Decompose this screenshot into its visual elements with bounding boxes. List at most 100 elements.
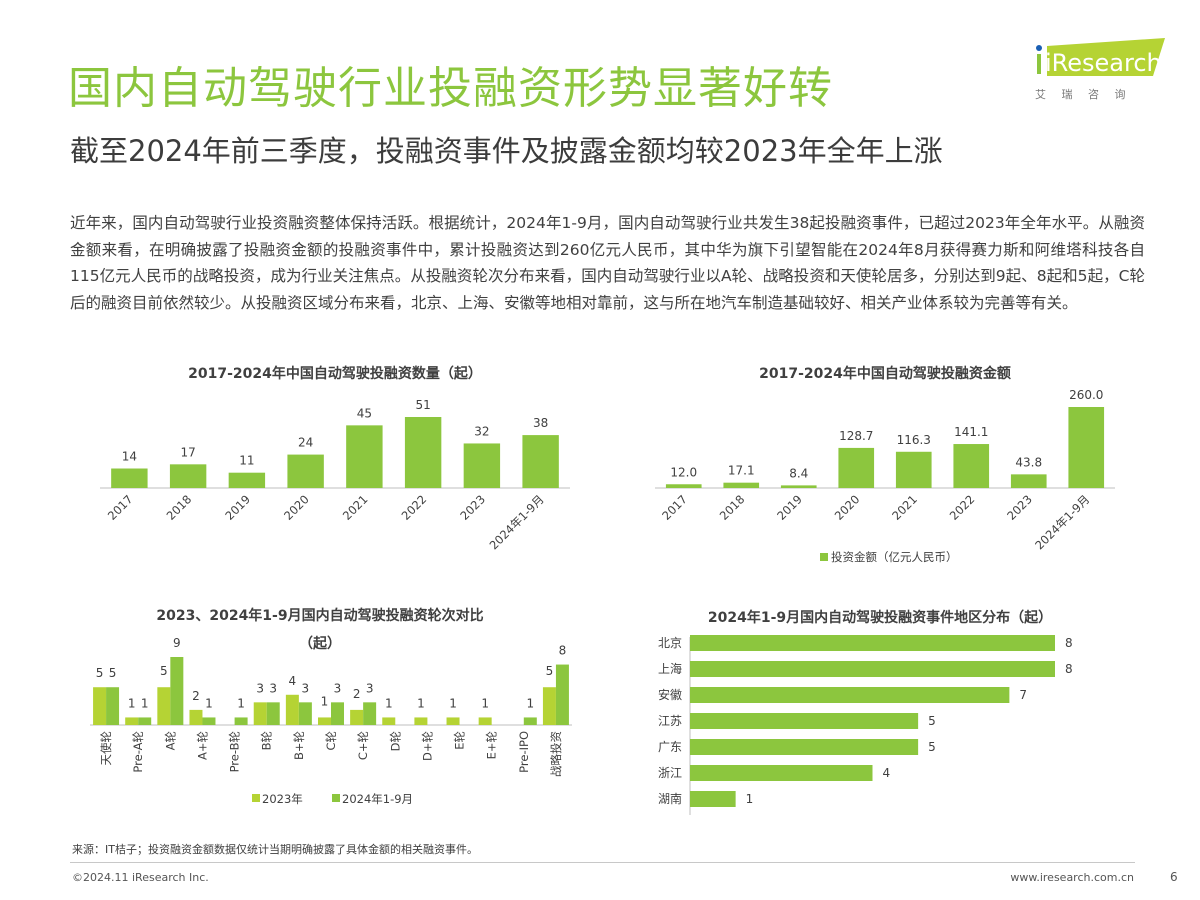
- legend-label: 2024年1-9月: [342, 792, 413, 806]
- bar-2024: [138, 717, 152, 725]
- summary-paragraph: 近年来，国内自动驾驶行业投资融资整体保持活跃。根据统计，2024年1-9月，国内…: [70, 214, 1145, 312]
- bar-2023: [253, 702, 267, 725]
- footer-divider: [70, 862, 1135, 863]
- bar-2024: [106, 687, 120, 725]
- data-label: 1: [417, 696, 425, 710]
- data-label: 1: [237, 696, 245, 710]
- tick-label: Pre-A轮: [131, 731, 145, 773]
- bar: [228, 472, 266, 488]
- bar-2023: [285, 694, 299, 725]
- bar: [838, 447, 875, 488]
- bar: [111, 468, 148, 488]
- bar-2023: [414, 717, 428, 725]
- bar: [690, 661, 1055, 677]
- page-title: 国内自动驾驶行业投融资形势显著好转: [68, 63, 833, 114]
- chart-investment-amount: 2017-2024年中国自动驾驶投融资金额 12.0 2017 17.1 2018 8.4…: [655, 365, 1115, 564]
- tick-label: 2017: [659, 492, 690, 523]
- chart-title: 2017-2024年中国自动驾驶投融资数量（起）: [188, 365, 482, 382]
- bar: [895, 451, 932, 488]
- data-label: 43.8: [1015, 455, 1042, 469]
- bar: [665, 484, 702, 488]
- bar-2023: [157, 687, 171, 725]
- data-label: 1: [321, 694, 329, 708]
- chart-title: 2024年1-9月国内自动驾驶投融资事件地区分布（起）: [708, 609, 1052, 626]
- logo-text: iResearch: [1045, 49, 1162, 77]
- data-label: 5: [928, 714, 936, 728]
- tick-label: 2024年1-9月: [1032, 492, 1092, 552]
- data-label: 2: [192, 689, 200, 703]
- bar: [780, 485, 817, 488]
- bar: [522, 435, 559, 488]
- bar-2024: [331, 702, 344, 725]
- website-link[interactable]: www.iresearch.com.cn: [1010, 871, 1134, 884]
- bar: [346, 425, 383, 488]
- bar-2024: [555, 664, 569, 725]
- bar: [690, 765, 873, 781]
- tick-label: 2023: [457, 492, 488, 523]
- tick-label: Pre-IPO: [517, 731, 531, 773]
- data-label: 51: [415, 398, 430, 412]
- data-label: 1: [141, 696, 149, 710]
- tick-label: E+轮: [485, 731, 499, 760]
- data-label: 8: [1065, 636, 1073, 650]
- data-label: 45: [357, 406, 372, 420]
- tick-label: 2019: [774, 492, 805, 523]
- iresearch-logo: iResearch 艾 瑞 咨 询: [1035, 38, 1165, 101]
- data-label: 1: [481, 696, 489, 710]
- tick-label: 2017: [105, 492, 136, 523]
- bar: [723, 482, 760, 488]
- tick-label: D+轮: [420, 731, 434, 761]
- data-label: 1: [385, 696, 393, 710]
- tick-label: 2018: [164, 492, 195, 523]
- bar: [404, 417, 442, 488]
- bar-2024: [363, 702, 377, 725]
- data-label: 5: [546, 664, 554, 678]
- data-label: 116.3: [897, 433, 931, 447]
- chart-title-unit: （起）: [299, 635, 341, 652]
- data-label: 11: [239, 454, 254, 468]
- tick-label: 2023: [1004, 492, 1035, 523]
- bar-2023: [318, 717, 331, 725]
- chart-title: 2017-2024年中国自动驾驶投融资金额: [759, 365, 1011, 382]
- data-label: 17: [180, 445, 195, 459]
- data-label: 4: [883, 766, 891, 780]
- legend-swatch: [820, 553, 828, 561]
- data-label: 1: [128, 696, 136, 710]
- tick-label: 2020: [281, 492, 312, 523]
- tick-label: 2018: [717, 492, 748, 523]
- bar-2023: [189, 709, 203, 725]
- chart-title: 2023、2024年1-9月国内自动驾驶投融资轮次对比: [156, 607, 483, 624]
- category-label: 江苏: [658, 714, 682, 728]
- category-label: 广东: [658, 740, 682, 754]
- category-label: 北京: [658, 636, 682, 650]
- data-label: 1: [526, 696, 534, 710]
- tick-label: 战略投资: [549, 731, 563, 777]
- tick-label: A+轮: [195, 731, 209, 761]
- bar: [690, 635, 1055, 651]
- data-label: 14: [122, 450, 137, 464]
- category-label: 上海: [658, 661, 682, 676]
- bar-2023: [542, 687, 556, 725]
- tick-label: C+轮: [356, 731, 370, 761]
- data-label: 5: [928, 740, 936, 754]
- data-label: 3: [334, 681, 342, 695]
- bar-2023: [478, 717, 492, 725]
- data-label: 3: [269, 681, 277, 695]
- bar-2024: [523, 717, 537, 725]
- legend-swatch: [332, 794, 340, 802]
- tick-label: E轮: [453, 731, 467, 750]
- copyright: ©2024.11 iResearch Inc.: [72, 871, 209, 884]
- tick-label: D轮: [388, 731, 402, 752]
- bar: [1068, 407, 1105, 488]
- bar: [690, 687, 1010, 703]
- bar-2024: [234, 717, 248, 725]
- bar-2024: [170, 657, 184, 725]
- bar: [463, 443, 501, 488]
- tick-label: 2024年1-9月: [487, 492, 547, 552]
- bar-2023: [446, 717, 460, 725]
- bar-2023: [382, 717, 396, 725]
- bar: [953, 444, 990, 488]
- bar-2023: [125, 717, 139, 725]
- data-label: 12.0: [670, 465, 697, 479]
